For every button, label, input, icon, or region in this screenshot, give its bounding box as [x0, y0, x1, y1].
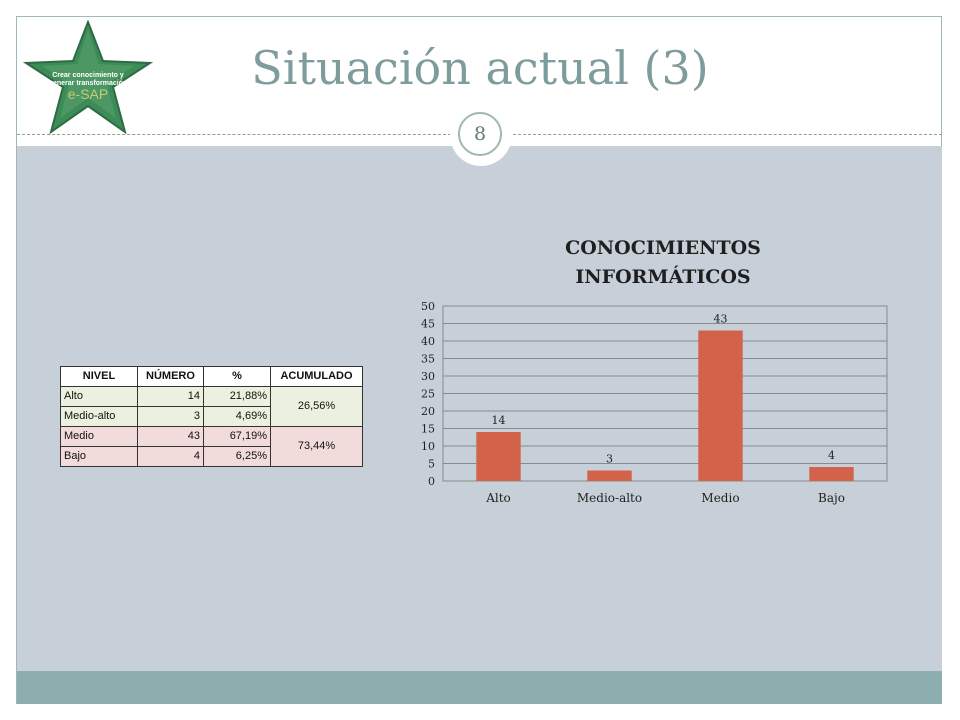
- col-header-pct: %: [203, 366, 271, 387]
- y-tick-label: 25: [421, 388, 435, 401]
- bar: [476, 432, 521, 481]
- table-row: Medio 43 67,19% 73,44%: [60, 426, 363, 467]
- y-tick-label: 15: [421, 423, 435, 436]
- chart-title-line-2: INFORMÁTICOS: [575, 265, 750, 288]
- y-tick-label: 5: [428, 458, 435, 471]
- logo-brand: e-SAP: [68, 86, 108, 102]
- bar-chart: CONOCIMIENTOS INFORMÁTICOS 0 5 10 15 20 25 30 3…: [421, 237, 888, 505]
- nivel-table: NIVEL NÚMERO % ACUMULADO Alto 14 21,88% …: [60, 366, 363, 467]
- y-tick-label: 35: [421, 353, 435, 366]
- bar: [587, 470, 632, 481]
- chart-title-line-1: CONOCIMIENTOS: [565, 237, 761, 259]
- slide-number: 8: [458, 112, 502, 156]
- x-tick-label: Medio-alto: [577, 491, 642, 505]
- cell-numero: 4: [137, 446, 204, 467]
- y-tick-label: 0: [428, 475, 435, 488]
- y-tick-label: 30: [421, 370, 435, 383]
- cell-numero: 14: [137, 386, 204, 407]
- table-row: Alto 14 21,88% 26,56%: [60, 386, 363, 427]
- col-header-acumulado: ACUMULADO: [270, 366, 363, 387]
- x-tick-label: Bajo: [818, 491, 845, 505]
- plot-area-border: [442, 305, 888, 482]
- cell-pct: 6,25%: [203, 446, 271, 467]
- cell-nivel: Bajo: [60, 446, 138, 467]
- cell-pct: 4,69%: [203, 406, 271, 427]
- x-tick-label: Medio: [701, 491, 739, 505]
- cell-pct: 67,19%: [203, 426, 271, 447]
- table-header-row: NIVEL NÚMERO % ACUMULADO: [60, 366, 363, 387]
- cell-numero: 43: [137, 426, 204, 447]
- data-label: 43: [714, 313, 728, 326]
- cell-pct: 21,88%: [203, 386, 271, 407]
- data-label: 4: [828, 449, 835, 462]
- cell-numero: 3: [137, 406, 204, 427]
- e-sap-logo: Crear conocimiento y generar transformac…: [22, 20, 154, 135]
- cell-nivel: Alto: [60, 386, 138, 407]
- bottom-band: [17, 671, 942, 704]
- cell-nivel: Medio: [60, 426, 138, 447]
- y-tick-label: 20: [421, 405, 435, 418]
- x-tick-label: Alto: [485, 491, 511, 505]
- cell-acumulado: 26,56%: [270, 386, 363, 427]
- slide-title: Situación actual (3): [251, 41, 709, 95]
- logo-tagline-1: Crear conocimiento y: [52, 72, 124, 79]
- y-tick-label: 40: [421, 335, 435, 348]
- col-header-numero: NÚMERO: [137, 366, 204, 387]
- cell-acumulado: 73,44%: [270, 426, 363, 467]
- y-tick-label: 50: [421, 300, 435, 313]
- y-tick-label: 10: [421, 440, 435, 453]
- data-label: 14: [492, 414, 506, 427]
- col-header-nivel: NIVEL: [60, 366, 138, 387]
- cell-nivel: Medio-alto: [60, 406, 138, 427]
- bar: [809, 467, 854, 481]
- data-label: 3: [606, 453, 613, 466]
- y-tick-label: 45: [421, 318, 435, 331]
- bar: [698, 330, 743, 481]
- logo-tagline-2: generar transformación: [49, 80, 128, 87]
